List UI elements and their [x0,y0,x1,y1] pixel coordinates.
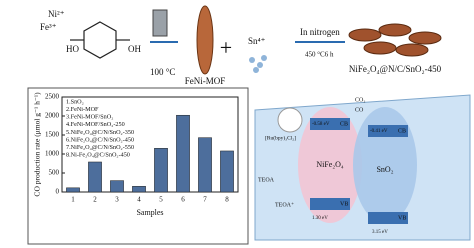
condition-label: In nitrogen [300,27,340,37]
plot-area [61,96,239,193]
x-axis-label: Samples [136,208,163,217]
energy-label: 1.30 eV [312,216,328,221]
bar [110,180,124,193]
energy-label: 3.15 eV [372,230,388,235]
y-tick-label: 1500 [45,131,60,139]
bar [154,148,168,193]
material-label: NiFe₂O₄ [316,160,344,169]
bar [88,161,102,193]
benzene-ring [83,21,117,59]
y-tick-label: 2000 [45,112,60,120]
mof-label: FeNi-MOF [185,76,226,86]
legend-item: 3.FeNi-MOF/SnO₂ [66,114,113,121]
nife2o4-particle [298,107,362,223]
y-tick-label: 500 [49,169,60,177]
sn-dots [249,55,267,73]
legend-item: 2.FeNi-MOF [66,106,99,113]
label: CO [355,107,364,113]
band-label: VB [398,215,406,221]
autoclave [152,9,168,37]
band-label: CB [340,121,348,127]
bar [176,114,190,193]
x-tick-label: 4 [137,196,141,204]
band-label: CB [398,128,406,134]
label: TEOA⁺ [275,201,294,208]
x-tick-label: 1 [71,196,75,204]
band-label: VB [340,201,348,207]
label: HO [66,44,79,54]
legend-item: 7.NiFe₂O₄@C/N/SnO₂-550 [66,144,134,151]
material-label: SnO₂ [376,165,393,174]
legend-item: 6.NiFe₂O₄@C/N/SnO₂-450 [66,136,134,143]
ru-complex [277,107,303,133]
ion-label: Ni²⁺ [48,9,65,19]
legend-item: 5.NiFe₂O₄@C/N/SnO₂-350 [66,129,134,136]
product-particles [348,23,442,57]
y-tick-label: 2500 [45,93,60,101]
y-axis-label: CO production rate (μmol g⁻¹ h⁻¹) [33,92,42,197]
mof-spindle [196,5,214,75]
bar [132,186,146,193]
synthesis [70,21,345,59]
label: OH [128,44,141,54]
cb-band [368,125,408,137]
y-tick-label: 1000 [45,150,60,158]
legend-item: 4.FeNi-MOF/SnO₂-250 [66,121,125,128]
energy-label: -0.41 eV [370,129,388,134]
bar [198,137,212,193]
label: CO₂ [355,97,365,103]
chart-frame [27,87,249,245]
vb-band [368,212,408,224]
product-label: NiFe₂O₄@N/C/SnO₂-450 [349,64,442,74]
bar [220,150,234,193]
x-tick-label: 3 [115,196,119,204]
plus: + [220,35,232,60]
legend-item: 1.SnO₂ [66,98,84,105]
ion-label: Sn⁴⁺ [248,36,266,46]
label: [Ru(bpy)₃Cl₂] [265,134,296,141]
x-tick-label: 7 [203,196,207,204]
energy-label: -0.58 eV [312,122,330,127]
x-tick-label: 8 [225,196,229,204]
temp-label: 100 °C [150,67,175,77]
condition-label: 450 °C6 h [305,51,334,59]
label: TEOA [258,177,275,183]
vb-band [310,198,350,210]
x-tick-label: 5 [159,196,163,204]
bar [66,187,80,193]
x-tick-label: 2 [93,196,97,204]
x-tick-label: 6 [181,196,185,204]
legend-item: 8.Ni-Fe₂O₄@C/SnO₂-450 [66,152,130,159]
cb-band [310,118,350,130]
y-tick-label: 0 [56,188,60,196]
ion-label: Fe³⁺ [40,22,57,32]
